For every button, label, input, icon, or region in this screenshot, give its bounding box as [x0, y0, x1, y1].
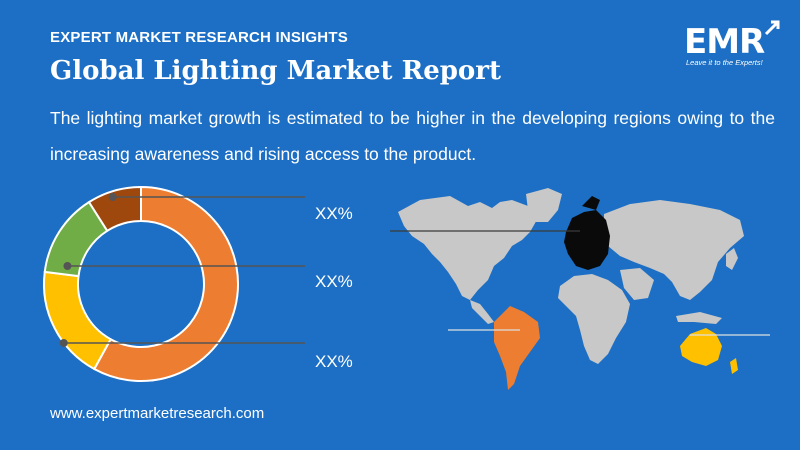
map-greenland	[526, 188, 562, 222]
emr-logo: EMR Leave it to the Experts!	[678, 18, 788, 74]
report-kicker: EXPERT MARKET RESEARCH INSIGHTS	[50, 29, 348, 46]
report-description: The lighting market growth is estimated …	[50, 108, 775, 164]
map-europe	[564, 196, 610, 270]
map-japan	[726, 248, 738, 270]
footer-url[interactable]: www.expertmarketresearch.com	[50, 405, 265, 422]
map-latin-america	[494, 306, 540, 390]
map-middle-east	[620, 268, 654, 300]
data-label-3: XX%	[315, 352, 353, 371]
growth-arrow-icon	[764, 20, 780, 36]
logo-text: EMR	[684, 22, 765, 62]
map-australia	[680, 328, 722, 366]
map-central-america	[470, 300, 494, 324]
donut-slice-1	[92, 185, 239, 382]
leader-dot-2	[63, 262, 72, 270]
page-title: Global Lighting Market Report	[50, 56, 501, 86]
data-label-1: XX%	[315, 204, 353, 223]
donut-slice-4	[87, 185, 142, 233]
leader-dot-1	[108, 193, 117, 201]
map-north-america	[398, 196, 538, 300]
map-indonesia	[676, 312, 722, 324]
map-africa	[558, 274, 630, 364]
data-label-2: XX%	[315, 272, 353, 291]
logo-tagline: Leave it to the Experts!	[686, 58, 763, 67]
map-new-zealand	[730, 358, 738, 374]
leader-dot-3	[59, 339, 68, 347]
map-asia	[604, 200, 744, 300]
